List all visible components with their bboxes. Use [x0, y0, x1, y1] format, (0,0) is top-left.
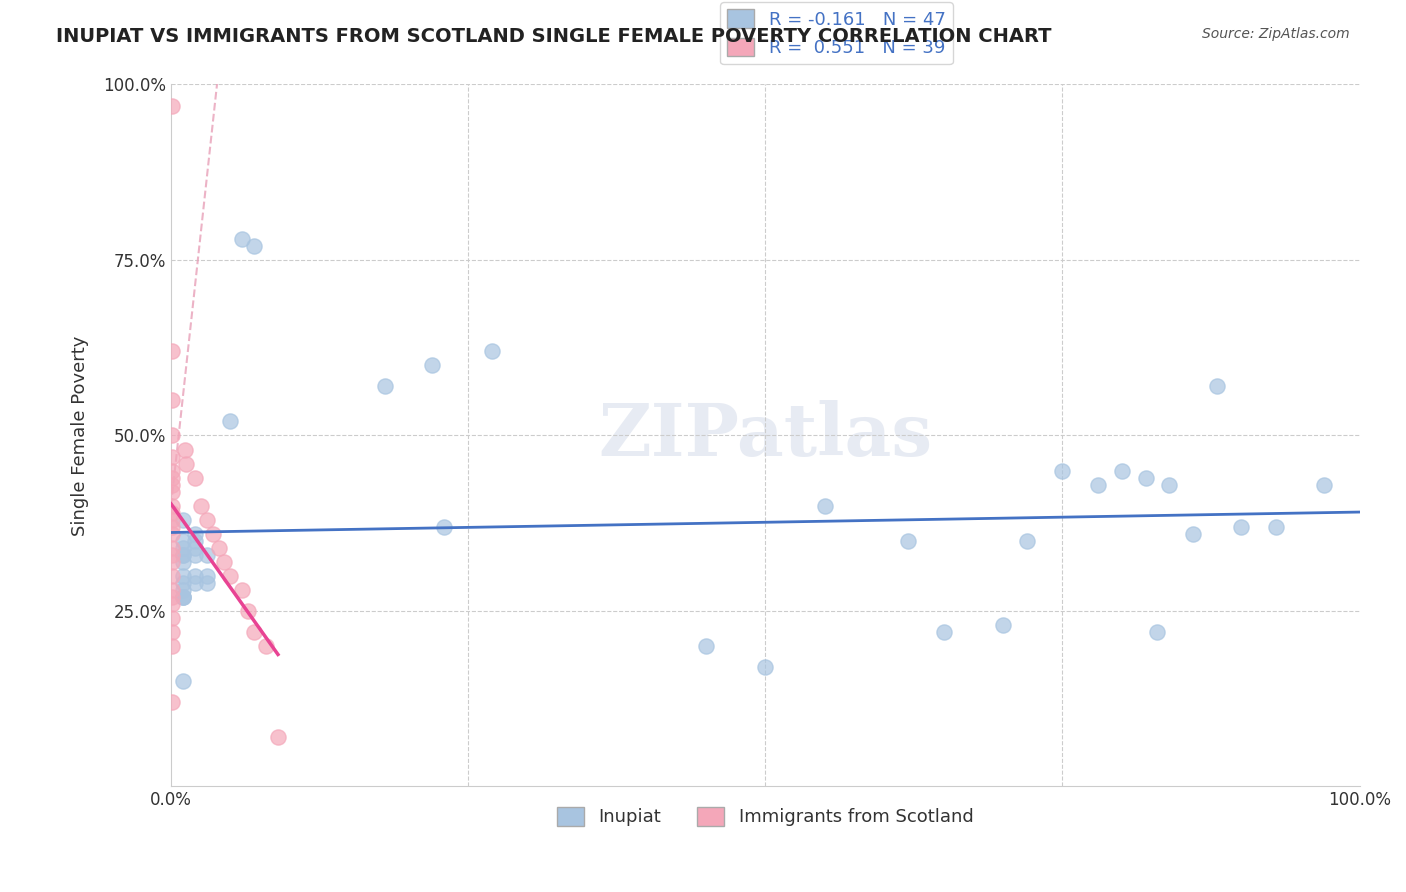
Legend: Inupiat, Immigrants from Scotland: Inupiat, Immigrants from Scotland — [550, 800, 981, 834]
Point — [172, 569, 194, 583]
Point — [184, 533, 207, 548]
Point — [172, 513, 194, 527]
Point — [184, 575, 207, 590]
Point — [195, 513, 218, 527]
Point — [172, 575, 194, 590]
Point — [207, 541, 229, 555]
Point — [1205, 379, 1227, 393]
Point — [174, 442, 197, 457]
Point — [172, 533, 194, 548]
Point — [160, 695, 183, 709]
Point — [184, 526, 207, 541]
Point — [231, 232, 253, 246]
Point — [1229, 519, 1251, 533]
Point — [1052, 464, 1074, 478]
Point — [231, 582, 253, 597]
Point — [172, 590, 194, 604]
Point — [160, 597, 183, 611]
Point — [184, 470, 207, 484]
Point — [160, 484, 183, 499]
Point — [160, 541, 183, 555]
Point — [160, 477, 183, 491]
Point — [267, 731, 290, 745]
Point — [897, 533, 920, 548]
Point — [172, 541, 194, 555]
Point — [991, 618, 1014, 632]
Point — [932, 625, 955, 640]
Text: INUPIAT VS IMMIGRANTS FROM SCOTLAND SINGLE FEMALE POVERTY CORRELATION CHART: INUPIAT VS IMMIGRANTS FROM SCOTLAND SING… — [56, 27, 1052, 45]
Point — [214, 555, 236, 569]
Point — [160, 513, 183, 527]
Point — [160, 526, 183, 541]
Point — [219, 569, 242, 583]
Point — [1265, 519, 1288, 533]
Point — [433, 519, 456, 533]
Point — [160, 519, 183, 533]
Point — [243, 625, 266, 640]
Point — [195, 569, 218, 583]
Point — [1146, 625, 1168, 640]
Point — [1135, 470, 1157, 484]
Point — [695, 639, 717, 653]
Point — [172, 590, 194, 604]
Point — [160, 470, 183, 484]
Point — [243, 239, 266, 253]
Point — [160, 590, 183, 604]
Point — [160, 625, 183, 640]
Point — [160, 582, 183, 597]
Point — [201, 526, 224, 541]
Point — [254, 639, 277, 653]
Y-axis label: Single Female Poverty: Single Female Poverty — [72, 335, 89, 536]
Point — [1015, 533, 1038, 548]
Point — [172, 590, 194, 604]
Point — [160, 450, 183, 464]
Point — [160, 611, 183, 625]
Point — [160, 506, 183, 520]
Point — [195, 575, 218, 590]
Point — [422, 358, 444, 372]
Point — [195, 548, 218, 562]
Point — [160, 344, 183, 359]
Point — [1111, 464, 1133, 478]
Point — [172, 548, 194, 562]
Point — [172, 582, 194, 597]
Point — [481, 344, 503, 359]
Point — [1313, 477, 1336, 491]
Point — [374, 379, 396, 393]
Point — [160, 639, 183, 653]
Point — [160, 499, 183, 513]
Point — [172, 674, 194, 689]
Point — [160, 393, 183, 408]
Point — [1159, 477, 1181, 491]
Point — [1182, 526, 1205, 541]
Point — [190, 499, 212, 513]
Point — [160, 98, 183, 112]
Point — [172, 555, 194, 569]
Point — [172, 548, 194, 562]
Point — [160, 464, 183, 478]
Point — [1087, 477, 1109, 491]
Point — [184, 541, 207, 555]
Point — [754, 660, 776, 674]
Point — [160, 555, 183, 569]
Point — [814, 499, 837, 513]
Point — [160, 428, 183, 442]
Point — [176, 457, 198, 471]
Text: Source: ZipAtlas.com: Source: ZipAtlas.com — [1202, 27, 1350, 41]
Text: ZIPatlas: ZIPatlas — [598, 400, 932, 471]
Point — [160, 548, 183, 562]
Point — [184, 569, 207, 583]
Point — [184, 548, 207, 562]
Point — [219, 414, 242, 428]
Point — [238, 604, 260, 618]
Point — [160, 569, 183, 583]
